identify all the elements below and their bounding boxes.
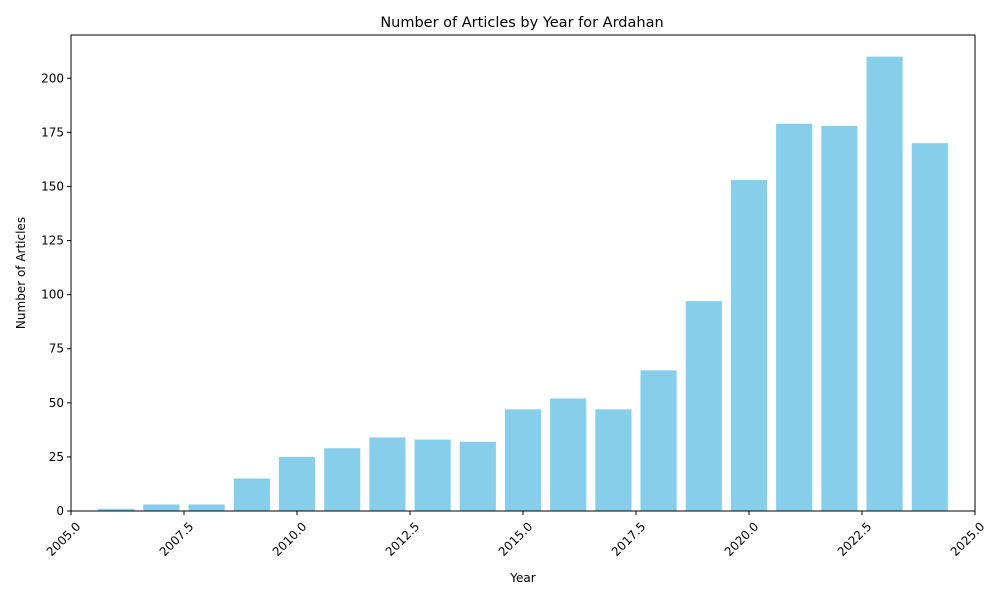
y-tick-label: 100 [41,288,64,302]
bar-2017 [595,409,632,511]
x-tick-label: 2022.5 [835,519,875,559]
bar-2021 [776,123,813,511]
y-tick-label: 200 [41,71,64,85]
bar-2024 [911,143,948,511]
x-tick-label: 2010.0 [270,519,310,559]
chart-title: Number of Articles by Year for Ardahan [380,15,663,31]
bar-2013 [414,439,451,511]
bar-2020 [730,179,768,512]
y-tick-label: 125 [41,234,64,248]
x-tick-label: 2017.5 [609,519,649,559]
bar-2008 [188,504,225,511]
bars-layer [98,56,948,512]
bar-2019 [685,301,722,511]
plot-frame [70,34,976,512]
bar-2023 [866,56,903,512]
y-tick-label: 0 [56,504,64,518]
x-tick-label: 2005.0 [44,519,84,559]
y-tick-label: 75 [49,342,64,356]
bar-2016 [550,398,587,511]
x-tick-label: 2025.0 [948,519,988,559]
x-axis-ticks: 2005.0 2007.5 2010.0 2012.5 2015.0 2017.5 2020… [44,511,988,559]
x-axis-label: Year [509,571,535,585]
bar-2006 [98,508,135,511]
x-tick-label: 2007.5 [157,519,197,559]
y-axis-ticks: 0 25 50 75 100 125 150 175 200 [41,71,71,518]
x-tick-label: 2012.5 [383,519,423,559]
bar-2009 [233,478,270,511]
bar-2010 [278,456,316,511]
y-tick-label: 175 [41,125,64,139]
y-tick-label: 150 [41,179,64,193]
y-axis-label: Number of Articles [14,217,28,329]
y-tick-label: 25 [49,450,64,464]
bar-2022 [821,125,858,511]
bar-2015 [504,409,542,511]
bar-2011 [324,448,361,511]
x-tick-label: 2020.0 [722,519,762,559]
y-tick-label: 50 [49,396,64,410]
bar-2012 [369,437,406,511]
bar-2014 [459,441,496,511]
x-tick-label: 2015.0 [496,519,536,559]
bar-2018 [640,370,677,511]
bar-2007 [143,504,180,511]
